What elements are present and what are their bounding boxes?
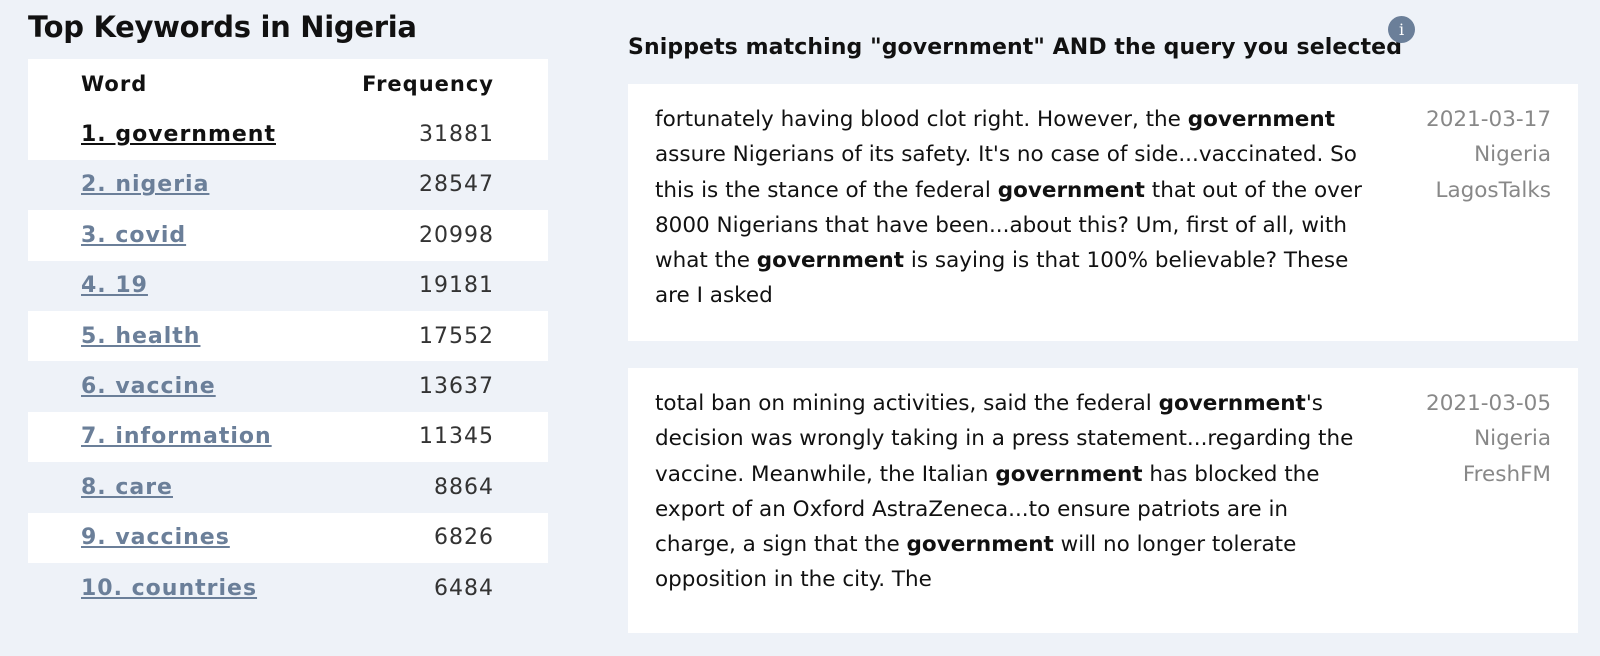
keyword-link[interactable]: 6. vaccine bbox=[81, 374, 216, 400]
highlight-term: government bbox=[1187, 107, 1335, 132]
frequency-cell: 31881 bbox=[325, 109, 548, 160]
keyword-link[interactable]: 1. government bbox=[81, 122, 276, 148]
snippet-text: total ban on mining activities, said the… bbox=[655, 386, 1365, 598]
snippet-text: fortunately having blood clot right. How… bbox=[655, 102, 1365, 314]
highlight-term: government bbox=[906, 532, 1054, 558]
keyword-cell: 10. countries bbox=[28, 562, 326, 614]
highlight-term: government bbox=[1158, 391, 1306, 416]
column-header-word: Word bbox=[28, 59, 326, 110]
frequency-cell: 8864 bbox=[325, 462, 548, 513]
keyword-cell: 9. vaccines bbox=[28, 512, 326, 563]
snippet-fragment: 's decision was wrongly taking in a pres… bbox=[655, 391, 1354, 487]
snippet-fragment: fortunately having blood clot right. How… bbox=[655, 107, 1188, 132]
page-title: Top Keywords in Nigeria bbox=[28, 10, 417, 44]
table-row: 3. covid 20998 bbox=[28, 210, 548, 261]
keyword-cell: 4. 19 bbox=[28, 260, 326, 311]
snippet-fragment: total ban on mining activities, said the… bbox=[655, 391, 1159, 416]
table-row: 7. information 11345 bbox=[28, 411, 548, 463]
table-row: 6. vaccine 13637 bbox=[28, 361, 548, 412]
keyword-cell: 5. health bbox=[28, 310, 326, 362]
table-row: 8. care 8864 bbox=[28, 462, 548, 513]
table-row: 5. health 17552 bbox=[28, 310, 548, 362]
keyword-cell: 7. information bbox=[28, 411, 326, 463]
snippet-meta: 2021-03-17 Nigeria LagosTalks bbox=[1426, 102, 1551, 208]
snippet-country: Nigeria bbox=[1474, 142, 1551, 168]
table-row: 10. countries 6484 bbox=[28, 562, 548, 614]
keyword-link[interactable]: 8. care bbox=[81, 474, 173, 500]
snippet-card: total ban on mining activities, said the… bbox=[628, 368, 1578, 633]
keyword-link[interactable]: 5. health bbox=[81, 323, 201, 349]
keyword-cell: 1. government bbox=[28, 109, 326, 160]
table-row: 1. government 31881 bbox=[28, 109, 548, 160]
snippet-fragment: will no longer tolerate opposition in th… bbox=[655, 532, 1297, 593]
snippet-fragment: assure Nigerians of its safety. It's no … bbox=[655, 142, 1357, 203]
frequency-cell: 17552 bbox=[325, 310, 548, 362]
keyword-cell: 8. care bbox=[28, 462, 326, 513]
keyword-link[interactable]: 7. information bbox=[81, 424, 272, 450]
snippet-fragment: that out of the over 8000 Nigerians that… bbox=[655, 177, 1362, 274]
frequency-cell: 6484 bbox=[325, 562, 548, 614]
snippet-card: fortunately having blood clot right. How… bbox=[628, 84, 1578, 341]
keyword-link[interactable]: 3. covid bbox=[81, 222, 187, 248]
frequency-cell: 11345 bbox=[325, 411, 548, 463]
column-header-frequency: Frequency bbox=[325, 59, 548, 110]
keyword-link[interactable]: 2. nigeria bbox=[81, 172, 210, 198]
snippet-country: Nigeria bbox=[1474, 426, 1551, 452]
table-row: 9. vaccines 6826 bbox=[28, 512, 548, 563]
snippets-heading: Snippets matching "government" AND the q… bbox=[628, 35, 1403, 60]
table-row: 4. 19 19181 bbox=[28, 260, 548, 311]
table-header-row: Word Frequency bbox=[28, 59, 548, 110]
info-icon[interactable]: i bbox=[1388, 16, 1415, 43]
keyword-link[interactable]: 10. countries bbox=[81, 575, 258, 601]
snippet-source: LagosTalks bbox=[1435, 177, 1551, 203]
keyword-link[interactable]: 4. 19 bbox=[81, 273, 148, 299]
keyword-cell: 6. vaccine bbox=[28, 361, 326, 412]
snippet-fragment: has blocked the export of an Oxford Astr… bbox=[655, 461, 1320, 558]
frequency-cell: 28547 bbox=[325, 159, 548, 211]
keyword-cell: 2. nigeria bbox=[28, 159, 326, 211]
frequency-cell: 19181 bbox=[325, 260, 548, 311]
highlight-term: government bbox=[756, 248, 905, 274]
snippet-date: 2021-03-17 bbox=[1426, 107, 1551, 132]
frequency-cell: 6826 bbox=[325, 512, 548, 563]
frequency-cell: 20998 bbox=[325, 210, 548, 261]
snippet-meta: 2021-03-05 Nigeria FreshFM bbox=[1426, 386, 1551, 492]
highlight-term: government bbox=[995, 461, 1143, 487]
frequency-cell: 13637 bbox=[325, 361, 548, 412]
table-row: 2. nigeria 28547 bbox=[28, 159, 548, 211]
keywords-table: Word Frequency 1. government 31881 2. nige… bbox=[28, 59, 548, 614]
snippet-source: FreshFM bbox=[1462, 461, 1551, 487]
keyword-cell: 3. covid bbox=[28, 210, 326, 261]
snippet-fragment: is saying is that 100% believable? These… bbox=[655, 248, 1349, 309]
highlight-term: government bbox=[997, 177, 1145, 203]
keyword-link[interactable]: 9. vaccines bbox=[81, 525, 230, 551]
snippet-date: 2021-03-05 bbox=[1426, 391, 1551, 416]
